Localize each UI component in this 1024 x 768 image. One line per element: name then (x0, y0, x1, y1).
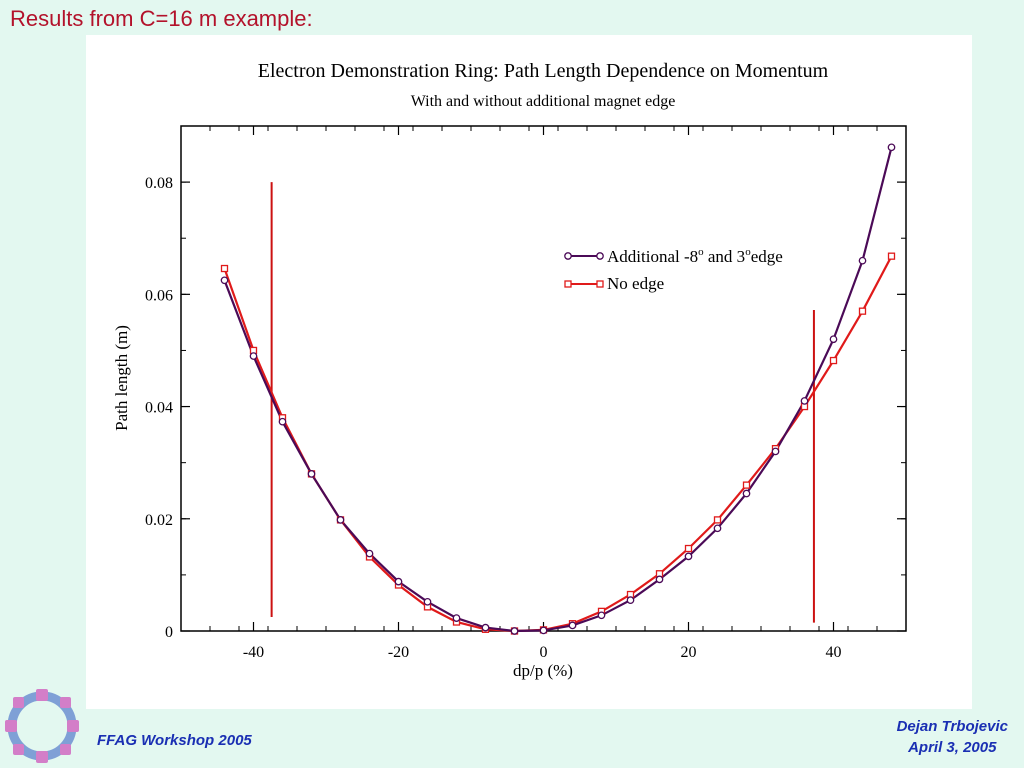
data-point-edge (249, 352, 258, 360)
data-point-edge (394, 577, 403, 586)
series-line-noedge (223, 255, 893, 633)
data-point-edge (307, 470, 316, 478)
data-point-noedge (220, 264, 229, 273)
path-length-chart: Electron Demonstration Ring: Path Length… (112, 60, 907, 680)
data-point-edge (829, 335, 838, 344)
data-point-edge (887, 143, 896, 152)
y-axis-label: Path length (m) (112, 325, 131, 431)
x-axis-label: dp/p (%) (513, 661, 573, 680)
footer-workshop: FFAG Workshop 2005 (97, 732, 252, 749)
footer-author: Dejan Trbojevic (896, 718, 1008, 735)
data-point-noedge (713, 516, 722, 524)
plot-panel: Electron Demonstration Ring: Path Length… (86, 35, 972, 709)
legend-label-noedge: No edge (607, 274, 664, 293)
data-point-edge (481, 623, 490, 632)
chart-subtitle: With and without additional magnet edge (411, 93, 676, 110)
legend-marker-noedge-right (596, 280, 604, 288)
chart-title: Electron Demonstration Ring: Path Length… (258, 60, 829, 82)
series-lines (223, 147, 893, 633)
plot-frame (180, 125, 907, 632)
data-point-noedge (829, 356, 838, 365)
footer-credit: Dejan Trbojevic April 3, 2005 (897, 716, 1008, 758)
y-tick-label: 0.02 (145, 512, 173, 529)
footer-date: April 3, 2005 (908, 739, 997, 756)
data-point-edge (278, 417, 287, 426)
ffag-ring-logo-icon (5, 689, 79, 763)
series-markers (220, 143, 896, 635)
legend: Additional -8o and 3oedge No edge (564, 246, 783, 293)
data-point-edge (220, 276, 229, 285)
data-point-edge (626, 596, 635, 604)
x-tick-label: 40 (826, 644, 842, 661)
data-point-edge (365, 549, 374, 558)
data-point-noedge (887, 252, 896, 260)
legend-marker-edge-left (564, 252, 572, 260)
data-point-edge (684, 552, 693, 561)
data-point-edge (423, 597, 432, 606)
data-point-edge (655, 575, 664, 584)
legend-marker-edge-right (596, 252, 604, 260)
data-point-edge (713, 524, 722, 533)
data-point-edge (742, 489, 751, 498)
data-point-edge (597, 611, 606, 620)
data-point-noedge (684, 544, 693, 553)
data-point-edge (510, 627, 519, 635)
data-point-noedge (858, 307, 867, 315)
legend-label-edge: Additional -8o and 3oedge (607, 246, 783, 266)
series-line-edge (223, 147, 893, 633)
axis-ticks: -40 -20 0 20 40 0 0.02 0.04 0.06 0.08 (145, 125, 907, 661)
x-tick-label: -20 (388, 644, 409, 661)
data-point-noedge (742, 481, 751, 489)
data-point-edge (336, 516, 345, 524)
data-point-edge (539, 626, 548, 635)
slide-title: Results from C=16 m example: (10, 6, 313, 31)
data-point-edge (452, 614, 461, 622)
legend-marker-noedge-left (564, 280, 572, 288)
data-point-edge (800, 397, 809, 405)
x-tick-label: -40 (243, 644, 264, 661)
data-point-edge (771, 447, 780, 456)
y-tick-label: 0.08 (145, 175, 173, 192)
y-tick-label: 0.06 (145, 287, 173, 304)
x-tick-label: 20 (681, 644, 697, 661)
data-point-edge (858, 256, 867, 265)
x-tick-label: 0 (540, 644, 548, 661)
y-tick-label: 0.04 (145, 400, 173, 417)
y-tick-label: 0 (165, 624, 173, 641)
data-point-edge (568, 621, 577, 630)
